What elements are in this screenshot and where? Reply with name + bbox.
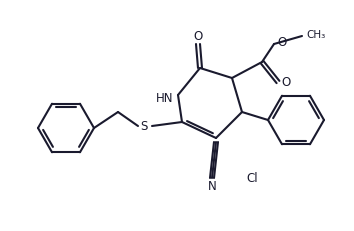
Text: O: O <box>281 76 291 88</box>
Text: CH₃: CH₃ <box>306 30 326 40</box>
Text: S: S <box>140 121 148 134</box>
Text: O: O <box>278 36 287 49</box>
Text: Cl: Cl <box>246 171 258 185</box>
Text: O: O <box>193 30 202 43</box>
Text: HN: HN <box>156 91 174 104</box>
Text: N: N <box>208 180 216 194</box>
